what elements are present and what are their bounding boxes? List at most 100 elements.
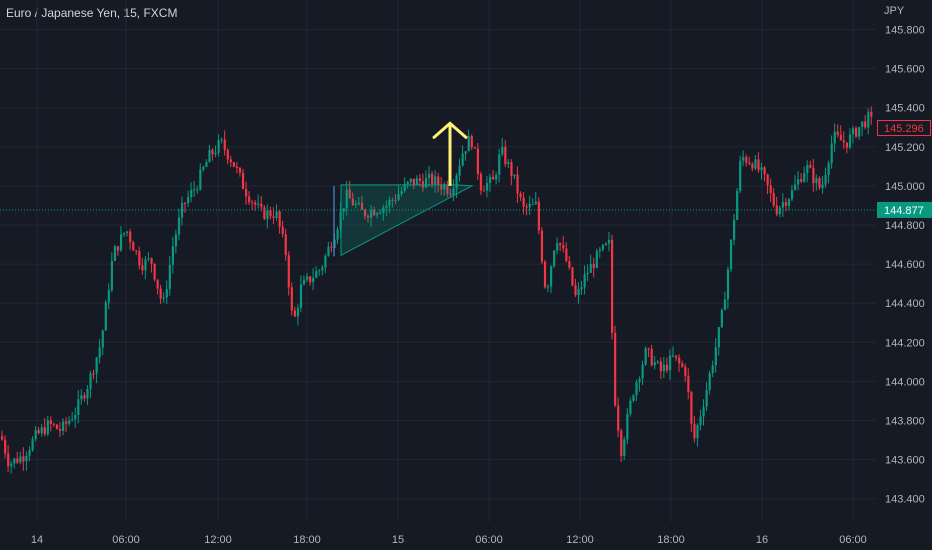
candle-down <box>839 134 842 141</box>
candle-up <box>40 427 43 434</box>
candle-down <box>135 250 138 252</box>
candle-up <box>19 456 22 463</box>
candle-down <box>449 193 452 196</box>
candle-up <box>171 246 174 265</box>
candle-down <box>184 202 187 204</box>
candle-down <box>684 366 687 376</box>
candle-up <box>461 153 464 166</box>
candle-up <box>583 274 586 288</box>
candle-up <box>193 189 196 191</box>
candle-up <box>729 239 733 270</box>
candle-up <box>147 258 150 260</box>
candle-up <box>833 131 836 144</box>
candle-down <box>373 210 376 216</box>
candle-up <box>467 135 470 152</box>
time-tick-label: 16 <box>756 534 768 546</box>
candle-up <box>13 458 16 464</box>
candle-down <box>763 167 766 175</box>
candle-down <box>238 167 242 173</box>
chart-title: Euro / Japanese Yen, 15, FXCM <box>6 6 178 20</box>
candle-up <box>315 271 318 278</box>
arrow-head <box>432 121 468 139</box>
candle-down <box>290 287 293 311</box>
candle-up <box>123 232 126 235</box>
candle-up <box>598 249 601 252</box>
time-tick-label: 18:00 <box>293 534 321 546</box>
candle-up <box>815 178 818 184</box>
candle-up <box>101 330 104 348</box>
candle-down <box>211 149 214 155</box>
time-tick-label: 06:00 <box>475 534 503 546</box>
candle-up <box>62 421 65 431</box>
candle-up <box>507 162 510 165</box>
price-tick-label: 145.600 <box>885 64 925 76</box>
candle-down <box>681 363 684 367</box>
candle-up <box>312 277 315 283</box>
candle-down <box>235 166 239 168</box>
candle-up <box>867 111 870 128</box>
candle-up <box>388 199 391 206</box>
candle-down <box>751 163 754 169</box>
price-tick-label: 144.800 <box>885 220 925 232</box>
candle-up <box>165 289 168 298</box>
candle-down <box>412 178 415 185</box>
time-tick-label: 15 <box>392 534 404 546</box>
candle-down <box>263 207 266 219</box>
candle-up <box>672 355 675 357</box>
candle-down <box>614 332 617 406</box>
time-axis: 14 06:00 12:00 18:00 15 06:00 12:00 18:00 16 06:0… <box>31 534 867 546</box>
candle-up <box>257 203 260 205</box>
candle-down <box>864 121 867 128</box>
candle-down <box>156 279 159 289</box>
candle-down <box>153 263 156 280</box>
candle-down <box>592 264 595 268</box>
candle-up <box>623 439 626 456</box>
candle-up <box>397 194 400 200</box>
candle-up <box>668 355 672 371</box>
candle-up <box>723 299 727 310</box>
candle-down <box>284 234 287 256</box>
price-tick-label: 145.800 <box>885 25 925 37</box>
candle-down <box>129 231 132 243</box>
candle-up <box>607 239 611 244</box>
candle-down <box>446 185 449 194</box>
candle-up <box>202 167 205 170</box>
time-tick-label: 12:00 <box>566 534 594 546</box>
price-axis: 145.800 145.600 145.400 145.200 145.000 144.8… <box>877 25 932 506</box>
candle-up <box>113 246 117 261</box>
price-tick-label: 144.000 <box>885 376 925 388</box>
candle-up <box>217 140 220 153</box>
candle-down <box>617 405 620 431</box>
candle-up <box>74 414 77 420</box>
current-price-label: 144.877 <box>884 205 924 217</box>
candle-down <box>812 167 815 184</box>
candle-up <box>452 188 455 196</box>
candle-down <box>440 184 443 190</box>
time-tick-label: 06:00 <box>112 534 140 546</box>
candle-down <box>571 267 574 286</box>
candle-up <box>107 290 110 303</box>
candle-down <box>665 364 669 371</box>
candle-down <box>766 174 769 186</box>
last-price-label: 145.296 <box>884 123 924 135</box>
candle-down <box>693 423 696 439</box>
candle-up <box>760 167 763 171</box>
candle-up <box>199 169 202 190</box>
candle-up <box>794 184 797 190</box>
candle-down <box>281 226 284 235</box>
candle-down <box>772 193 775 206</box>
candle-down <box>83 395 86 399</box>
candle-down <box>367 216 370 218</box>
price-tick-label: 144.200 <box>885 337 925 349</box>
time-tick-label: 18:00 <box>657 534 685 546</box>
candle-down <box>492 176 495 180</box>
candle-up <box>68 420 71 424</box>
candle-up <box>653 362 656 366</box>
price-tick-label: 145.200 <box>885 142 925 154</box>
candle-up <box>98 347 101 358</box>
candle-down <box>620 430 623 456</box>
candle-up <box>458 165 461 176</box>
candle-down <box>241 172 245 189</box>
candle-down <box>37 430 40 434</box>
